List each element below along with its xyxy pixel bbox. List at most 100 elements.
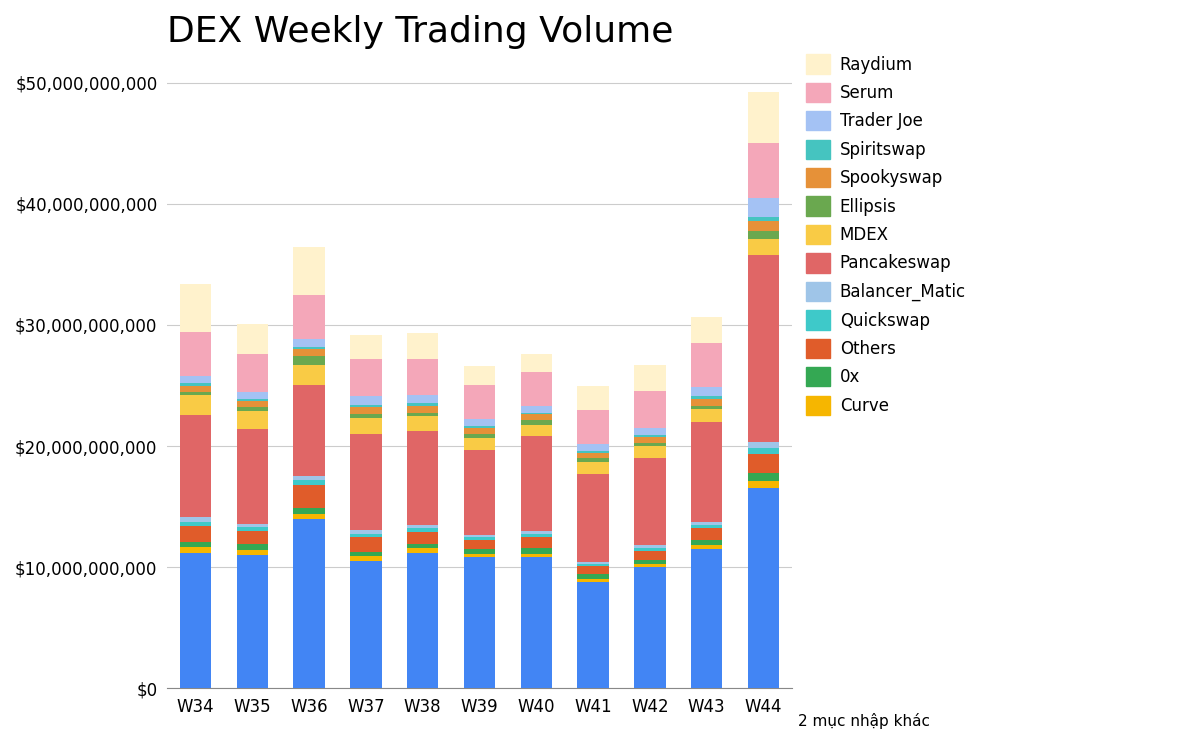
Bar (691, 522, 722, 525)
Bar (691, 344, 722, 387)
Legend: Raydium, Serum, Trader Joe, Spiritswap, Spookyswap, Ellipsis, MDEX, Pancakeswap,: Raydium, Serum, Trader Joe, Spiritswap, … (806, 54, 966, 415)
Bar (294, 246, 325, 295)
Bar (350, 407, 382, 415)
Bar (577, 386, 608, 410)
Bar (180, 415, 211, 517)
Bar (350, 556, 382, 561)
Bar (180, 547, 211, 553)
Bar (521, 425, 552, 436)
Bar (521, 554, 552, 557)
Bar (635, 427, 666, 435)
Text: DEX Weekly Trading Volume: DEX Weekly Trading Volume (167, 15, 673, 49)
Bar (691, 409, 722, 422)
Bar (236, 398, 268, 401)
Bar (236, 407, 268, 411)
Bar (350, 405, 382, 407)
Bar (294, 347, 325, 349)
Bar (521, 537, 552, 548)
Bar (521, 354, 552, 372)
Bar (464, 385, 496, 419)
Bar (180, 517, 211, 522)
Bar (691, 406, 722, 409)
Bar (691, 545, 722, 549)
Bar (464, 428, 496, 434)
Bar (236, 401, 268, 407)
Bar (350, 561, 382, 688)
Bar (464, 554, 496, 557)
Bar (577, 564, 608, 566)
Bar (294, 480, 325, 485)
Bar (294, 519, 325, 688)
Bar (464, 537, 496, 540)
Bar (521, 372, 552, 406)
Bar (180, 332, 211, 376)
Bar (748, 473, 779, 481)
Bar (635, 567, 666, 688)
Bar (180, 392, 211, 395)
Bar (691, 528, 722, 540)
Bar (521, 531, 552, 534)
Bar (577, 566, 608, 574)
Bar (294, 485, 325, 508)
Bar (407, 416, 438, 430)
Bar (350, 335, 382, 359)
Bar (407, 430, 438, 525)
Bar (635, 443, 666, 446)
Bar (407, 359, 438, 395)
Bar (236, 555, 268, 688)
Bar (748, 142, 779, 198)
Bar (748, 454, 779, 473)
Bar (577, 453, 608, 459)
Bar (748, 255, 779, 442)
Bar (407, 413, 438, 416)
Bar (691, 540, 722, 545)
Bar (577, 474, 608, 562)
Bar (407, 528, 438, 532)
Bar (691, 387, 722, 396)
Bar (294, 356, 325, 365)
Bar (635, 391, 666, 427)
Bar (180, 383, 211, 386)
Bar (180, 284, 211, 332)
Bar (180, 376, 211, 383)
Bar (521, 415, 552, 420)
Bar (464, 434, 496, 439)
Bar (635, 437, 666, 443)
Bar (635, 548, 666, 551)
Bar (635, 364, 666, 391)
Bar (635, 446, 666, 458)
Bar (180, 395, 211, 415)
Bar (691, 317, 722, 344)
Bar (464, 427, 496, 428)
Bar (350, 537, 382, 552)
Bar (635, 564, 666, 567)
Bar (577, 562, 608, 564)
Bar (577, 462, 608, 474)
Bar (521, 557, 552, 688)
Bar (635, 435, 666, 437)
Bar (464, 366, 496, 385)
Bar (577, 451, 608, 453)
Bar (577, 410, 608, 444)
Bar (294, 365, 325, 385)
Bar (521, 436, 552, 531)
Bar (464, 557, 496, 688)
Bar (407, 404, 438, 406)
Bar (577, 574, 608, 579)
Bar (294, 514, 325, 519)
Bar (521, 413, 552, 415)
Bar (294, 508, 325, 514)
Bar (350, 433, 382, 531)
Bar (236, 527, 268, 531)
Bar (236, 411, 268, 430)
Bar (407, 525, 438, 528)
Bar (464, 540, 496, 549)
Bar (748, 481, 779, 488)
Bar (180, 553, 211, 688)
Bar (748, 198, 779, 217)
Bar (407, 553, 438, 688)
Bar (407, 395, 438, 404)
Bar (350, 359, 382, 395)
Bar (236, 324, 268, 354)
Bar (350, 395, 382, 405)
